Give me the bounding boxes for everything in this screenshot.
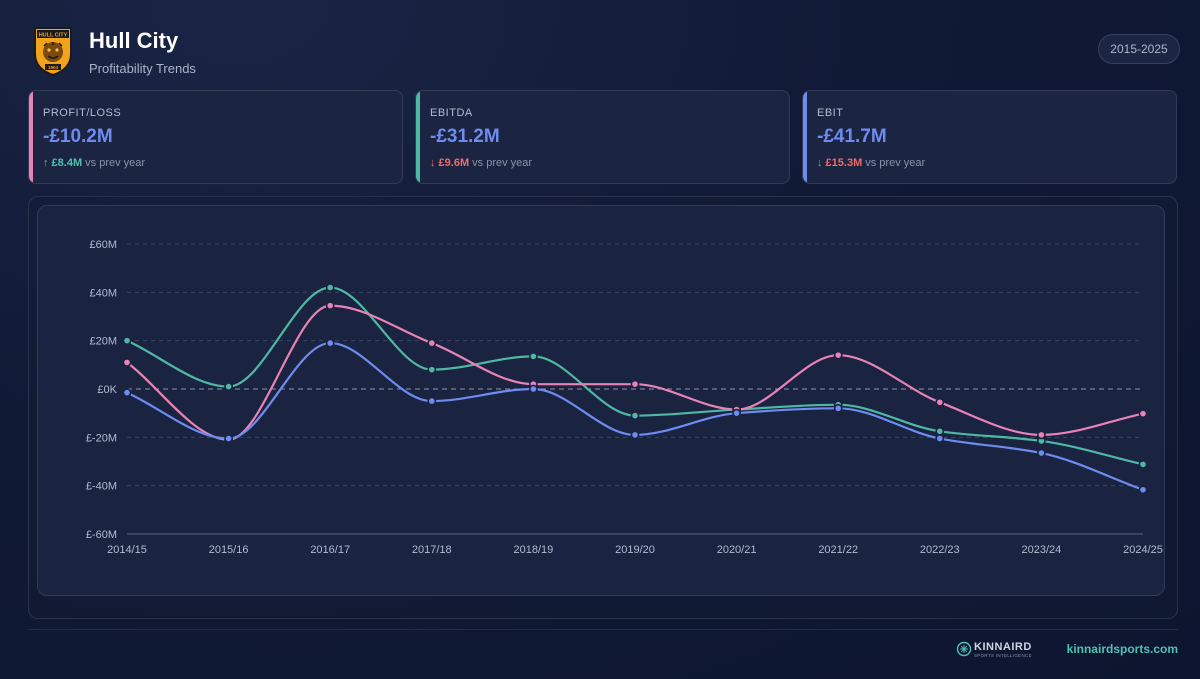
data-point-profit-loss[interactable] <box>1138 409 1148 419</box>
kpi-change-suffix: vs prev year <box>472 157 533 169</box>
kpi-card-profit-loss: PROFIT/LOSS -£10.2M ↑ £8.4M vs prev year <box>28 90 403 184</box>
data-point-ebit[interactable] <box>325 338 335 348</box>
data-point-ebit[interactable] <box>1138 485 1148 495</box>
chart-panel <box>37 205 1165 596</box>
data-point-ebit[interactable] <box>427 396 437 406</box>
brand-logo[interactable]: KINNAIRD SPORTS INTELLIGENCE <box>956 641 1036 661</box>
footer-divider <box>28 629 1178 630</box>
data-point-ebitda[interactable] <box>935 426 945 436</box>
kinnaird-logo-icon <box>956 641 972 657</box>
kpi-card-ebit: EBIT -£41.7M ↓ £15.3M vs prev year <box>802 90 1177 184</box>
data-point-ebit[interactable] <box>122 388 132 398</box>
kpi-value: -£10.2M <box>43 126 113 147</box>
data-point-profit-loss[interactable] <box>833 350 843 360</box>
kpi-change: ↑ £8.4M <box>43 157 83 169</box>
period-badge[interactable]: 2015-2025 <box>1098 34 1180 64</box>
data-point-ebitda[interactable] <box>529 351 538 361</box>
data-point-ebitda[interactable] <box>427 365 437 375</box>
header: HULL CITY 1904 Hull City Profitability T… <box>30 22 1180 78</box>
kpi-value: -£31.2M <box>430 126 500 147</box>
kpi-value: -£41.7M <box>817 126 887 147</box>
data-point-ebit[interactable] <box>1037 448 1046 458</box>
kpi-label: EBIT <box>817 107 844 119</box>
data-point-ebit[interactable] <box>529 384 538 394</box>
data-point-ebitda[interactable] <box>122 336 132 346</box>
kpi-label: PROFIT/LOSS <box>43 107 122 119</box>
card-accent-bar <box>803 91 807 183</box>
kpi-delta: ↑ £8.4M vs prev year <box>43 157 145 169</box>
data-point-profit-loss[interactable] <box>427 338 437 348</box>
data-point-ebitda[interactable] <box>325 283 335 292</box>
card-accent-bar <box>416 91 420 183</box>
data-point-ebitda[interactable] <box>224 382 233 391</box>
data-point-ebitda[interactable] <box>1138 459 1148 469</box>
kpi-delta: ↓ £9.6M vs prev year <box>430 157 532 169</box>
data-point-profit-loss[interactable] <box>935 397 945 407</box>
brand-name: KINNAIRD <box>974 641 1032 653</box>
data-point-profit-loss[interactable] <box>122 358 132 367</box>
brand-tagline: SPORTS INTELLIGENCE <box>974 653 1032 658</box>
data-point-ebit[interactable] <box>935 434 945 443</box>
data-point-ebit[interactable] <box>224 434 233 443</box>
page-subtitle: Profitability Trends <box>89 61 196 76</box>
kpi-change-suffix: vs prev year <box>85 157 146 169</box>
data-point-ebit[interactable] <box>833 403 843 413</box>
data-point-profit-loss[interactable] <box>1037 430 1046 440</box>
kpi-change: ↓ £9.6M <box>430 157 470 169</box>
data-point-ebitda[interactable] <box>630 411 640 420</box>
crest-top-text: HULL CITY <box>39 32 68 38</box>
crest-bottom-text: 1904 <box>48 65 59 70</box>
kpi-card-ebitda: EBITDA -£31.2M ↓ £9.6M vs prev year <box>415 90 790 184</box>
kpi-label: EBITDA <box>430 107 473 119</box>
card-accent-bar <box>29 91 33 183</box>
data-point-ebit[interactable] <box>630 430 640 440</box>
kpi-change: ↓ £15.3M <box>817 157 863 169</box>
data-point-profit-loss[interactable] <box>325 301 335 311</box>
page-title: Hull City <box>89 28 179 53</box>
kpi-change-suffix: vs prev year <box>865 157 926 169</box>
kpi-delta: ↓ £15.3M vs prev year <box>817 157 925 169</box>
club-crest-icon: HULL CITY 1904 <box>34 27 72 76</box>
website-link[interactable]: kinnairdsports.com <box>1066 642 1178 656</box>
data-point-ebit[interactable] <box>732 408 741 418</box>
data-point-profit-loss[interactable] <box>630 379 640 389</box>
